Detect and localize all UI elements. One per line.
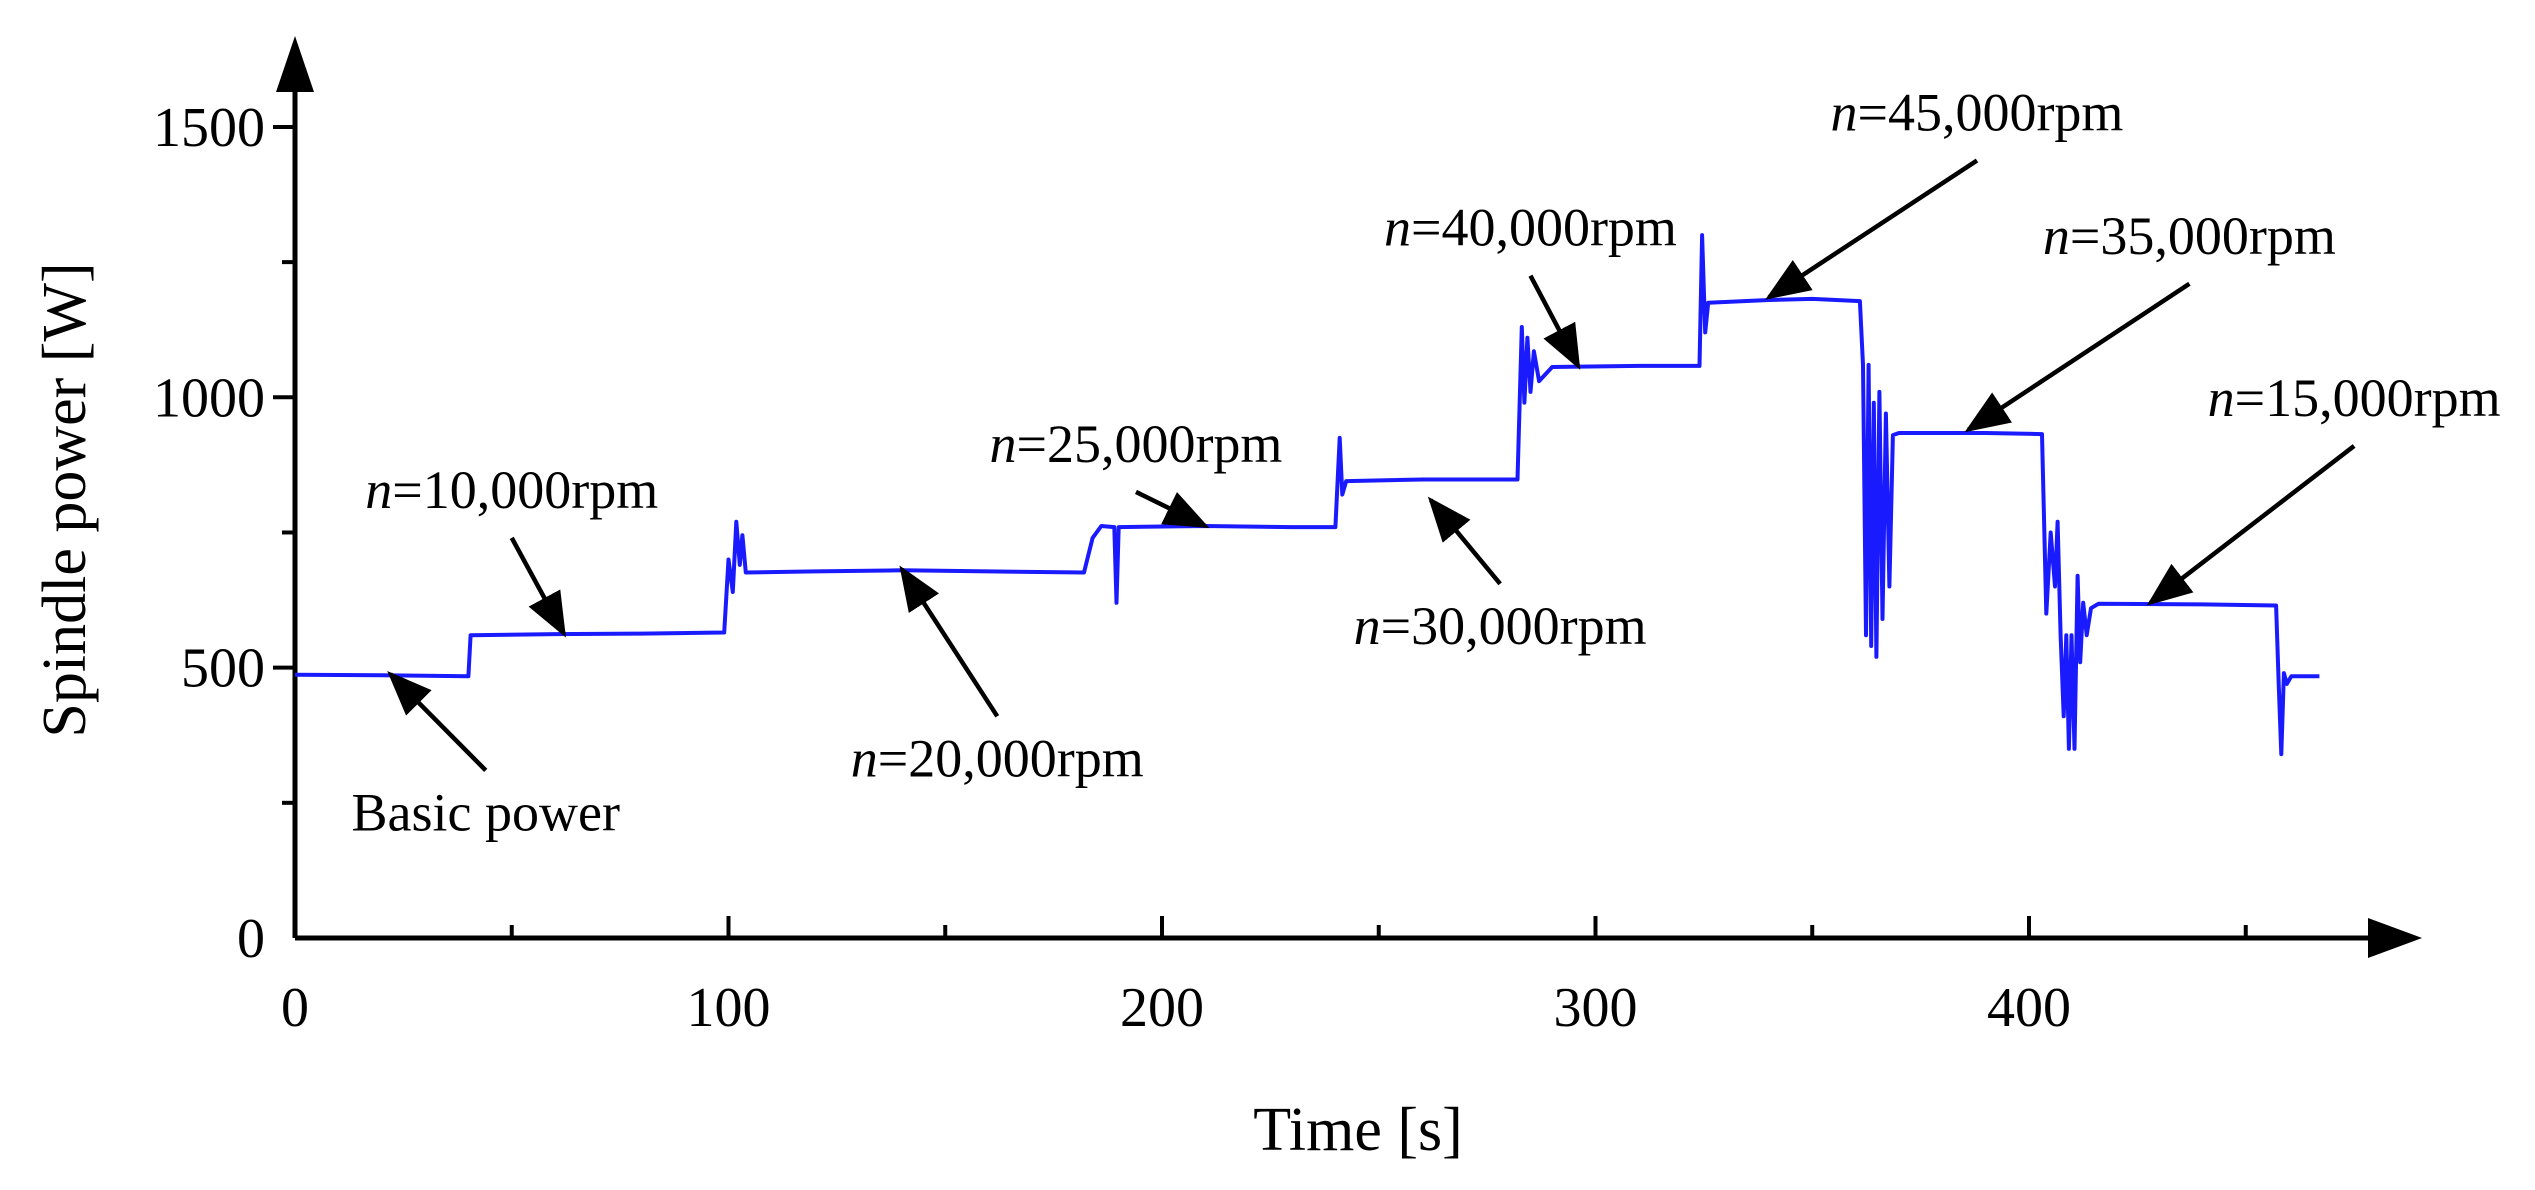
y-axis-title: Spindle power [W] bbox=[31, 262, 99, 737]
annotation-label: n=30,000rpm bbox=[1354, 596, 1647, 656]
annotation-label: n=45,000rpm bbox=[1831, 82, 2124, 142]
annotation-arrow bbox=[387, 670, 488, 772]
y-tick-label: 1000 bbox=[153, 367, 265, 429]
annotations: Basic power n=10,000rpm n=20,000rpm n=25,00… bbox=[352, 82, 2501, 842]
annotation-arrow bbox=[1134, 489, 1210, 529]
tick-labels: 0 100 200 300 400 0 500 1000 1500 bbox=[153, 97, 2071, 1039]
axes bbox=[276, 36, 2422, 958]
annotation-arrow bbox=[2146, 444, 2356, 606]
y-tick-label: 1500 bbox=[153, 97, 265, 159]
x-tick-label: 200 bbox=[1120, 977, 1204, 1039]
annotation-label: n=20,000rpm bbox=[851, 728, 1144, 788]
annotation-arrow bbox=[1427, 496, 1502, 586]
annotation-arrow bbox=[509, 536, 566, 638]
x-axis-arrow bbox=[2368, 918, 2422, 958]
y-tick-label: 500 bbox=[181, 638, 265, 700]
annotation-arrow bbox=[1528, 274, 1581, 370]
x-tick-label: 100 bbox=[687, 977, 771, 1039]
x-tick-label: 0 bbox=[281, 977, 309, 1039]
annotation-label: n=35,000rpm bbox=[2043, 206, 2336, 266]
annotation-arrow bbox=[899, 565, 1000, 718]
ticks bbox=[273, 124, 2248, 938]
x-tick-label: 400 bbox=[1987, 977, 2071, 1039]
series-line bbox=[294, 233, 2320, 757]
x-axis-title: Time [s] bbox=[1253, 1096, 1463, 1164]
annotation-arrow bbox=[1964, 281, 2191, 433]
annotation-label: n=10,000rpm bbox=[365, 460, 658, 520]
y-axis-arrow bbox=[276, 36, 314, 92]
annotation-label: Basic power bbox=[352, 782, 620, 842]
y-tick-label: 0 bbox=[237, 908, 265, 970]
annotation-arrow bbox=[1765, 158, 1979, 300]
annotation-label: n=25,000rpm bbox=[990, 414, 1283, 474]
annotation-label: n=15,000rpm bbox=[2208, 368, 2501, 428]
annotation-label: n=40,000rpm bbox=[1384, 198, 1677, 258]
x-tick-label: 300 bbox=[1554, 977, 1638, 1039]
series-layer bbox=[294, 233, 2320, 757]
